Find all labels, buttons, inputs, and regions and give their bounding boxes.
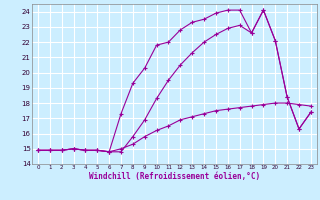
- X-axis label: Windchill (Refroidissement éolien,°C): Windchill (Refroidissement éolien,°C): [89, 172, 260, 181]
